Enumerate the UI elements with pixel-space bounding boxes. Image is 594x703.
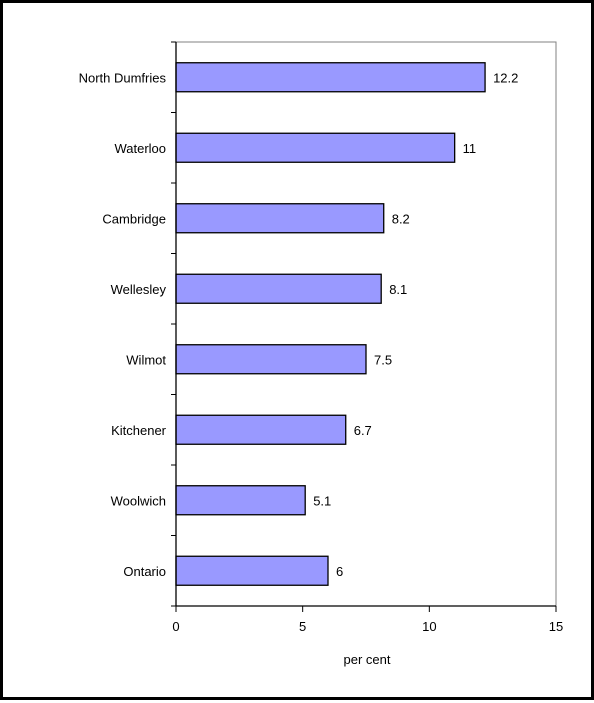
category-label: Woolwich: [111, 493, 166, 508]
bar-cambridge: [175, 203, 385, 234]
bar-waterloo: [175, 132, 456, 163]
bar-wilmot: [175, 344, 367, 375]
category-label: Kitchener: [111, 423, 167, 438]
value-label: 5.1: [313, 493, 331, 508]
x-axis: 0 5 10 15: [171, 41, 563, 634]
value-label: 11: [463, 141, 477, 156]
value-label: 8.1: [389, 282, 407, 297]
value-labels: 12.2 11 8.2 8.1 7.5 6.7 5.1 6: [313, 70, 518, 579]
value-label: 8.2: [392, 211, 410, 226]
x-tick-label: 0: [172, 619, 179, 634]
category-label: Waterloo: [114, 141, 166, 156]
plot-border: [175, 41, 557, 607]
category-label: Wilmot: [126, 352, 166, 367]
x-tick-label: 5: [299, 619, 306, 634]
bar-woolwich: [175, 485, 306, 516]
plot-area: [175, 41, 557, 607]
category-label: North Dumfries: [79, 70, 167, 85]
bar-chart: North Dumfries Waterloo Cambridge Wellesley…: [79, 41, 563, 667]
value-label: 7.5: [374, 352, 392, 367]
value-label: 6: [336, 564, 343, 579]
value-label: 12.2: [493, 70, 518, 85]
x-axis-title: per cent: [344, 652, 391, 667]
category-labels: North Dumfries Waterloo Cambridge Wellesley…: [79, 70, 167, 579]
bars-group: [175, 62, 486, 586]
x-tick-label: 10: [422, 619, 436, 634]
x-tick-label: 15: [549, 619, 563, 634]
value-label: 6.7: [354, 423, 372, 438]
bar-north-dumfries: [175, 62, 486, 93]
bar-kitchener: [175, 414, 347, 445]
category-label: Wellesley: [111, 282, 167, 297]
bar-wellesley: [175, 273, 382, 304]
bar-ontario: [175, 555, 329, 586]
category-label: Cambridge: [102, 211, 166, 226]
category-label: Ontario: [123, 564, 166, 579]
